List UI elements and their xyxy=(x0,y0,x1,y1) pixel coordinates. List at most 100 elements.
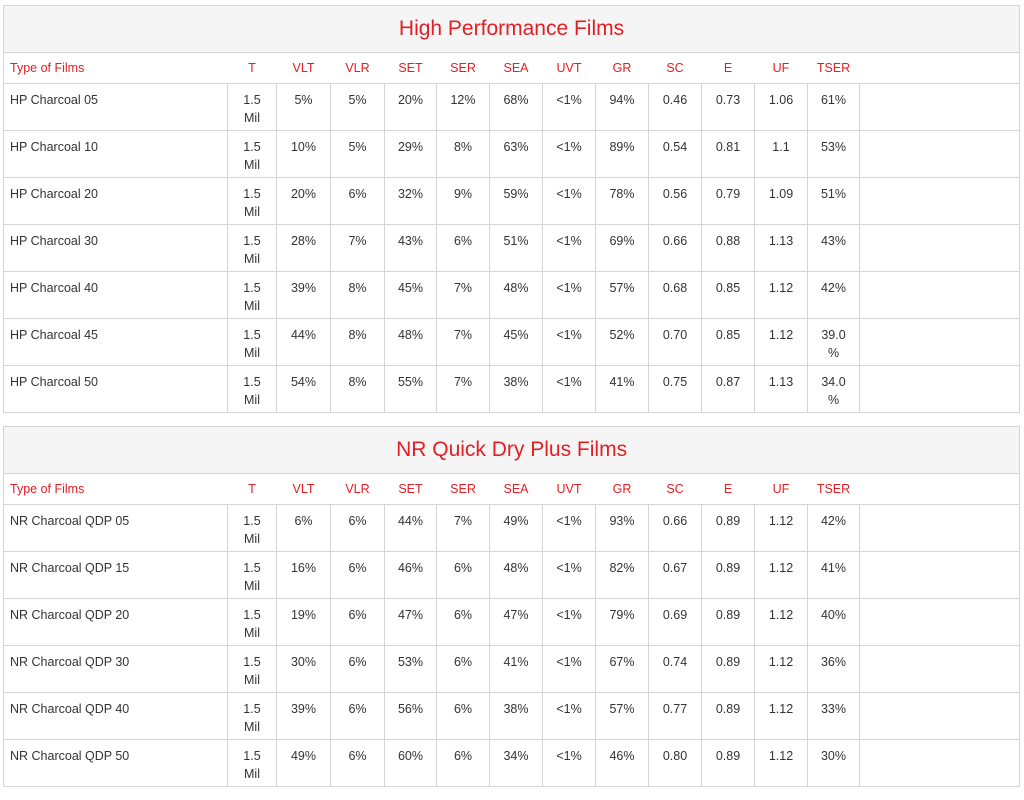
cell: 42% xyxy=(807,504,860,552)
cell: 0.89 xyxy=(701,739,755,787)
column-header: SEA xyxy=(489,473,543,505)
cell: 0.85 xyxy=(701,271,755,319)
cell: 1.5 Mil xyxy=(227,130,277,178)
data-row: HP Charcoal 30 1.5 Mil 28% 7% 43% 6% 51% <1% 69%… xyxy=(3,224,1020,272)
cell: 6% xyxy=(436,551,490,599)
empty-cell xyxy=(858,177,1020,225)
film-name: HP Charcoal 10 xyxy=(3,130,228,178)
header-row: Type of Films T VLT VLR SET SER SEA UVT GR SC E UF T… xyxy=(3,52,1020,84)
column-header: UVT xyxy=(542,473,596,505)
cell: 1.12 xyxy=(754,318,808,366)
column-header: SER xyxy=(436,52,490,84)
cell: 1.5 Mil xyxy=(227,551,277,599)
column-header: UF xyxy=(754,473,808,505)
table-title: High Performance Films xyxy=(3,5,1020,53)
cell: 1.13 xyxy=(754,365,808,413)
cell: 54% xyxy=(276,365,331,413)
column-header: SER xyxy=(436,473,490,505)
cell: 6% xyxy=(330,645,385,693)
empty-cell xyxy=(858,271,1020,319)
data-row: HP Charcoal 50 1.5 Mil 54% 8% 55% 7% 38% <1% 41%… xyxy=(3,365,1020,413)
empty-cell xyxy=(858,739,1020,787)
cell: 94% xyxy=(595,83,649,131)
empty-cell xyxy=(859,52,1020,84)
data-row: HP Charcoal 20 1.5 Mil 20% 6% 32% 9% 59% <1% 78%… xyxy=(3,177,1020,225)
cell: 42% xyxy=(807,271,860,319)
cell: 6% xyxy=(436,739,490,787)
cell: 47% xyxy=(384,598,437,646)
cell: 45% xyxy=(384,271,437,319)
cell: <1% xyxy=(542,645,596,693)
column-header: TSER xyxy=(807,473,860,505)
cell: 0.89 xyxy=(701,551,755,599)
cell: 0.73 xyxy=(701,83,755,131)
cell: 1.5 Mil xyxy=(227,271,277,319)
cell: 16% xyxy=(276,551,331,599)
data-row: HP Charcoal 05 1.5 Mil 5% 5% 20% 12% 68% <1% 94%… xyxy=(3,83,1020,131)
cell: 0.67 xyxy=(648,551,702,599)
cell: 40% xyxy=(807,598,860,646)
film-table: NR Quick Dry Plus Films Type of Films T VLT… xyxy=(3,426,1021,787)
cell: 5% xyxy=(330,130,385,178)
cell: 53% xyxy=(807,130,860,178)
empty-cell xyxy=(858,83,1020,131)
cell: <1% xyxy=(542,130,596,178)
column-header: UVT xyxy=(542,52,596,84)
cell: 1.06 xyxy=(754,83,808,131)
empty-cell xyxy=(858,224,1020,272)
column-header: UF xyxy=(754,52,808,84)
cell: 47% xyxy=(489,598,543,646)
cell: 57% xyxy=(595,692,649,740)
cell: 1.12 xyxy=(754,739,808,787)
data-row: NR Charcoal QDP 05 1.5 Mil 6% 6% 44% 7% 49% <1%… xyxy=(3,504,1020,552)
empty-cell xyxy=(859,473,1020,505)
film-name: NR Charcoal QDP 20 xyxy=(3,598,228,646)
cell: 0.54 xyxy=(648,130,702,178)
cell: 20% xyxy=(384,83,437,131)
column-header: E xyxy=(701,473,755,505)
column-header: SEA xyxy=(489,52,543,84)
cell: 1.5 Mil xyxy=(227,177,277,225)
cell: 44% xyxy=(384,504,437,552)
empty-cell xyxy=(858,645,1020,693)
title-row: High Performance Films xyxy=(3,5,1020,53)
cell: 41% xyxy=(595,365,649,413)
column-header: SC xyxy=(648,52,702,84)
column-header: VLR xyxy=(330,52,385,84)
cell: 36% xyxy=(807,645,860,693)
cell: 8% xyxy=(436,130,490,178)
film-name: HP Charcoal 05 xyxy=(3,83,228,131)
cell: 43% xyxy=(807,224,860,272)
cell: <1% xyxy=(542,551,596,599)
cell: 8% xyxy=(330,271,385,319)
cell: 79% xyxy=(595,598,649,646)
table-title: NR Quick Dry Plus Films xyxy=(3,426,1020,474)
cell: 39% xyxy=(276,271,331,319)
data-row: HP Charcoal 10 1.5 Mil 10% 5% 29% 8% 63% <1% 89%… xyxy=(3,130,1020,178)
cell: 51% xyxy=(807,177,860,225)
film-name: NR Charcoal QDP 50 xyxy=(3,739,228,787)
cell: 30% xyxy=(276,645,331,693)
column-header: VLR xyxy=(330,473,385,505)
data-row: HP Charcoal 45 1.5 Mil 44% 8% 48% 7% 45% <1% 52%… xyxy=(3,318,1020,366)
cell: 6% xyxy=(436,692,490,740)
cell: 46% xyxy=(595,739,649,787)
cell: 0.89 xyxy=(701,645,755,693)
cell: <1% xyxy=(542,598,596,646)
data-row: NR Charcoal QDP 40 1.5 Mil 39% 6% 56% 6% 38% <1… xyxy=(3,692,1020,740)
title-row: NR Quick Dry Plus Films xyxy=(3,426,1020,474)
cell: 49% xyxy=(489,504,543,552)
cell: 49% xyxy=(276,739,331,787)
cell: 12% xyxy=(436,83,490,131)
cell: 1.5 Mil xyxy=(227,598,277,646)
cell: <1% xyxy=(542,739,596,787)
cell: 0.89 xyxy=(701,598,755,646)
cell: 6% xyxy=(330,739,385,787)
cell: 6% xyxy=(330,177,385,225)
cell: 0.66 xyxy=(648,504,702,552)
cell: 1.12 xyxy=(754,551,808,599)
empty-cell xyxy=(858,551,1020,599)
cell: 1.12 xyxy=(754,271,808,319)
empty-cell xyxy=(858,318,1020,366)
cell: 0.80 xyxy=(648,739,702,787)
